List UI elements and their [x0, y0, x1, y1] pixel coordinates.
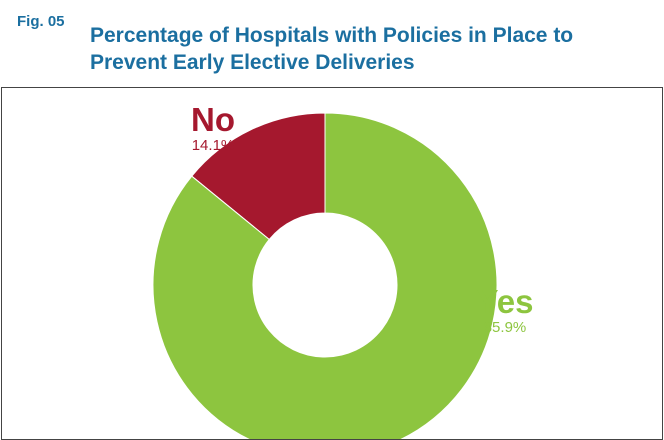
slice-label-yes: Yes 85.9%	[450, 285, 560, 337]
slice-name-no: No	[191, 101, 235, 138]
donut-chart	[152, 112, 498, 439]
slice-value-yes: 85.9%	[483, 319, 527, 336]
chart-frame: No 14.1% Yes 85.9%	[1, 87, 663, 440]
donut-slice-yes	[152, 112, 498, 439]
chart-header: Fig. 05 Percentage of Hospitals with Pol…	[0, 0, 664, 100]
figure-number: Fig. 05	[17, 13, 65, 30]
chart-title: Percentage of Hospitals with Policies in…	[90, 24, 574, 74]
slice-label-no: No 14.1%	[158, 103, 268, 155]
slice-value-no: 14.1%	[191, 137, 235, 154]
slice-name-yes: Yes	[476, 283, 534, 320]
